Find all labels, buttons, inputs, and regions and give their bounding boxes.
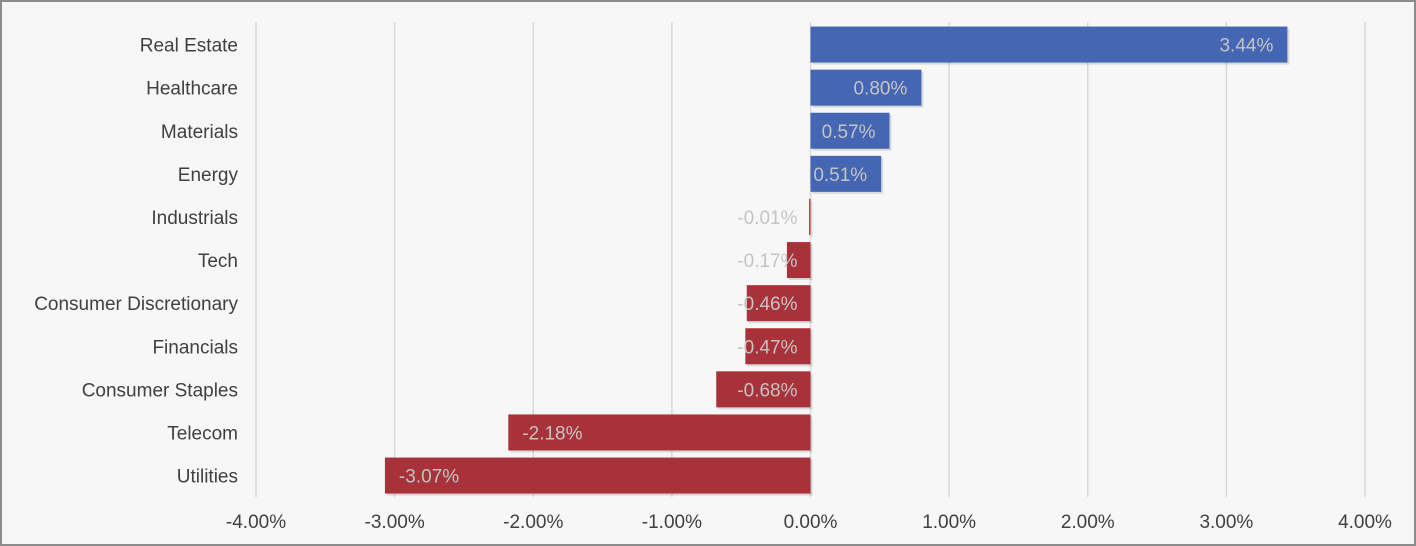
category-label-healthcare: Healthcare bbox=[146, 79, 238, 100]
x-tick-label: -2.00% bbox=[503, 512, 563, 533]
bar-telecom bbox=[508, 414, 811, 451]
bar-industrials bbox=[809, 198, 811, 235]
data-label-telecom: -2.18% bbox=[522, 423, 582, 444]
data-label-materials: 0.57% bbox=[822, 122, 876, 143]
data-label-consumer-discretionary: -0.46% bbox=[737, 294, 797, 315]
category-label-financials: Financials bbox=[152, 337, 238, 358]
bar-healthcare bbox=[810, 69, 922, 106]
data-labels: 3.44% 0.80% 0.57% 0.51% -0.01% -0.17% -0.46% -0… bbox=[399, 36, 1274, 488]
data-label-tech: -0.17% bbox=[737, 251, 797, 272]
data-label-utilities: -3.07% bbox=[399, 467, 459, 488]
bar-tech bbox=[786, 242, 811, 279]
bar-financials bbox=[745, 328, 811, 365]
category-label-telecom: Telecom bbox=[167, 423, 238, 444]
bar-consumer-staples bbox=[716, 371, 811, 408]
data-label-financials: -0.47% bbox=[737, 337, 797, 358]
category-label-industrials: Industrials bbox=[151, 208, 238, 229]
x-tick-label: 4.00% bbox=[1338, 512, 1392, 533]
x-tick-label: -3.00% bbox=[365, 512, 425, 533]
x-tick-label: 1.00% bbox=[922, 512, 976, 533]
category-label-materials: Materials bbox=[161, 122, 238, 143]
x-tick-label: -4.00% bbox=[226, 512, 286, 533]
category-label-utilities: Utilities bbox=[177, 467, 238, 488]
data-label-consumer-staples: -0.68% bbox=[737, 380, 797, 401]
x-tick-label: 2.00% bbox=[1061, 512, 1115, 533]
data-label-industrials: -0.01% bbox=[737, 208, 797, 229]
category-label-energy: Energy bbox=[178, 165, 239, 186]
x-tick-label: 0.00% bbox=[784, 512, 838, 533]
bar-energy bbox=[810, 155, 882, 192]
x-tick-label: -1.00% bbox=[642, 512, 702, 533]
x-tick-label: 3.00% bbox=[1199, 512, 1253, 533]
data-label-energy: 0.51% bbox=[813, 165, 867, 186]
category-label-real-estate: Real Estate bbox=[140, 36, 238, 57]
bar-shadow-industrials bbox=[811, 200, 813, 237]
bar-consumer-discretionary bbox=[746, 285, 811, 322]
bars bbox=[384, 26, 1290, 496]
category-label-tech: Tech bbox=[198, 251, 238, 272]
bar-materials bbox=[810, 112, 890, 149]
bar-utilities bbox=[384, 457, 811, 494]
data-label-healthcare: 0.80% bbox=[854, 79, 908, 100]
category-label-consumer-staples: Consumer Staples bbox=[82, 380, 238, 401]
x-axis-tick-labels: -4.00% -3.00% -2.00% -1.00% 0.00% 1.00% 2.00% 3… bbox=[226, 512, 1392, 533]
category-labels: Real Estate Healthcare Materials Energy Indu… bbox=[34, 36, 238, 488]
bar-real-estate bbox=[810, 26, 1288, 63]
category-label-consumer-discretionary: Consumer Discretionary bbox=[34, 294, 238, 315]
data-label-real-estate: 3.44% bbox=[1219, 36, 1273, 57]
